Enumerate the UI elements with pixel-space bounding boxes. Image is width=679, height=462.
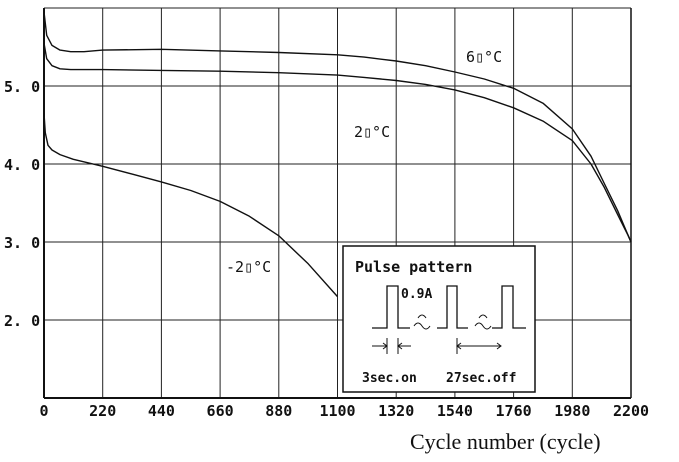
y-tick-label: 3. 0 — [4, 234, 40, 252]
pulse-current-label: 0.9A — [401, 287, 432, 302]
series-line-minus20c — [43, 113, 339, 298]
wave-break-marks — [413, 314, 492, 330]
on-time-arrows — [372, 338, 411, 354]
x-tick-label: 2200 — [613, 402, 649, 420]
x-tick-label: 1540 — [437, 402, 473, 420]
off-time-arrows — [456, 338, 502, 354]
series-label-20c: 2▯°C — [354, 123, 390, 141]
x-tick-labels: 0 220 440 660 880 1100 1320 1540 1760 1980 2200 — [39, 402, 649, 420]
x-tick-label: 1100 — [319, 402, 355, 420]
y-tick-label: 2. 0 — [4, 312, 40, 330]
series-lines — [43, 11, 632, 298]
pulse-waveform — [372, 285, 526, 329]
off-time-label: 27sec.off — [446, 371, 516, 386]
y-tick-label: 4. 0 — [4, 156, 40, 174]
x-tick-label: 1320 — [378, 402, 414, 420]
series-label-minus20c: -2▯°C — [226, 258, 271, 276]
x-tick-label: 660 — [207, 402, 234, 420]
x-axis-label: Cycle number (cycle) — [410, 429, 601, 454]
x-tick-label: 440 — [148, 402, 175, 420]
y-tick-labels: 2. 0 3. 0 4. 0 5. 0 — [4, 78, 40, 330]
x-tick-label: 220 — [89, 402, 116, 420]
series-line-20c — [43, 42, 632, 243]
inset-title: Pulse pattern — [355, 258, 472, 276]
series-label-60c: 6▯°C — [466, 48, 502, 66]
on-time-label: 3sec.on — [362, 371, 417, 386]
grid-lines — [43, 7, 632, 398]
inset-box — [342, 245, 536, 393]
x-tick-label: 0 — [39, 402, 48, 420]
y-tick-label: 5. 0 — [4, 78, 40, 96]
x-tick-label: 1760 — [496, 402, 532, 420]
series-line-60c — [43, 11, 632, 243]
x-tick-label: 880 — [265, 402, 292, 420]
plot-frame — [43, 8, 632, 399]
pulse-pattern-inset: Pulse pattern 0.9A 3sec.on 27sec.off — [342, 245, 536, 393]
x-tick-label: 1980 — [554, 402, 590, 420]
